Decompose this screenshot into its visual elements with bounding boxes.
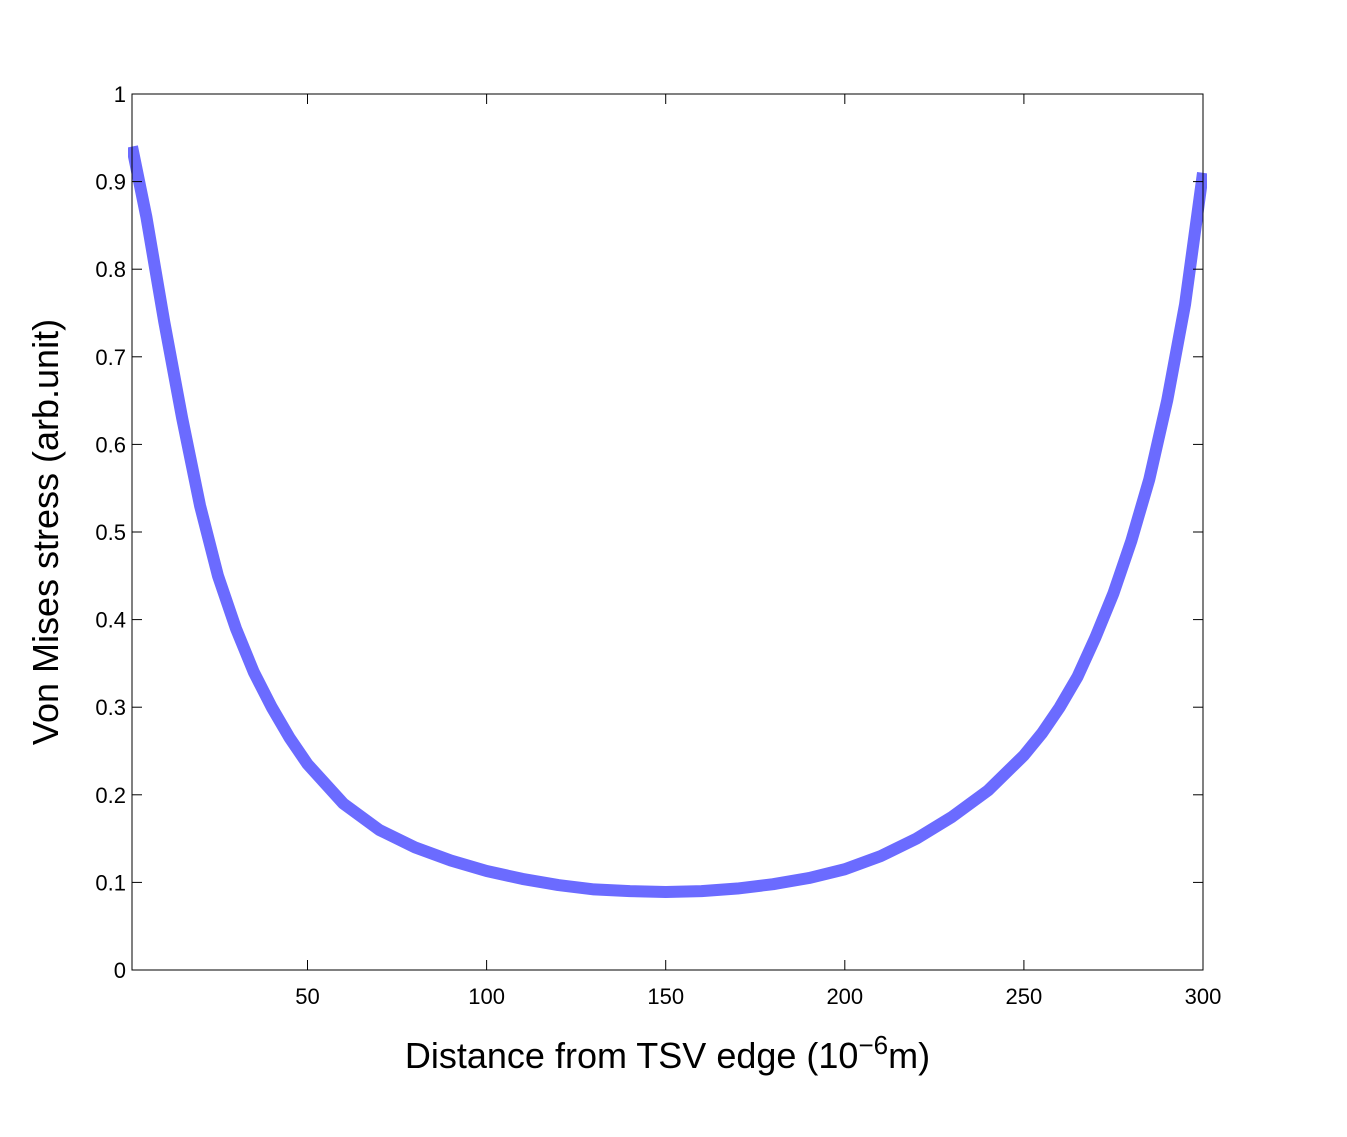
y-axis-title: Von Mises stress (arb.unit): [25, 319, 66, 745]
y-tick-label-3: 0.3: [95, 695, 126, 720]
x-tick-label-200: 200: [826, 984, 863, 1009]
x-axis-title-main: Distance from TSV edge (10: [405, 1035, 859, 1076]
y-tick-label-8: 0.8: [95, 257, 126, 282]
x-tick-label-100: 100: [468, 984, 505, 1009]
y-tick-label-6: 0.6: [95, 432, 126, 457]
y-tick-label-4: 0.4: [95, 608, 126, 633]
y-tick-label-0: 0: [114, 958, 126, 983]
plot-layer: [128, 145, 1207, 899]
y-tick-label-7: 0.7: [95, 345, 126, 370]
y-tick-label-5: 0.5: [95, 520, 126, 545]
x-tick-label-50: 50: [295, 984, 319, 1009]
x-tick-label-250: 250: [1006, 984, 1043, 1009]
x-tick-label-150: 150: [647, 984, 684, 1009]
y-tick-label-2: 0.2: [95, 783, 126, 808]
series-line-0: [128, 145, 1207, 899]
ticks-layer: 50 100 150 200 250 300 0 0.1 0.2 0.3 0.4 0.5 0.6 0.7 0…: [95, 82, 1221, 1009]
y-tick-label-1: 0.1: [95, 870, 126, 895]
x-tick-label-300: 300: [1185, 984, 1222, 1009]
y-tick-label-10: 1: [114, 82, 126, 107]
x-axis-title: Distance from TSV edge (10−6m): [405, 1030, 930, 1076]
x-axis-title-exponent: −6: [858, 1030, 888, 1060]
x-axis-title-suffix: m): [888, 1035, 930, 1076]
y-tick-label-9: 0.9: [95, 170, 126, 195]
